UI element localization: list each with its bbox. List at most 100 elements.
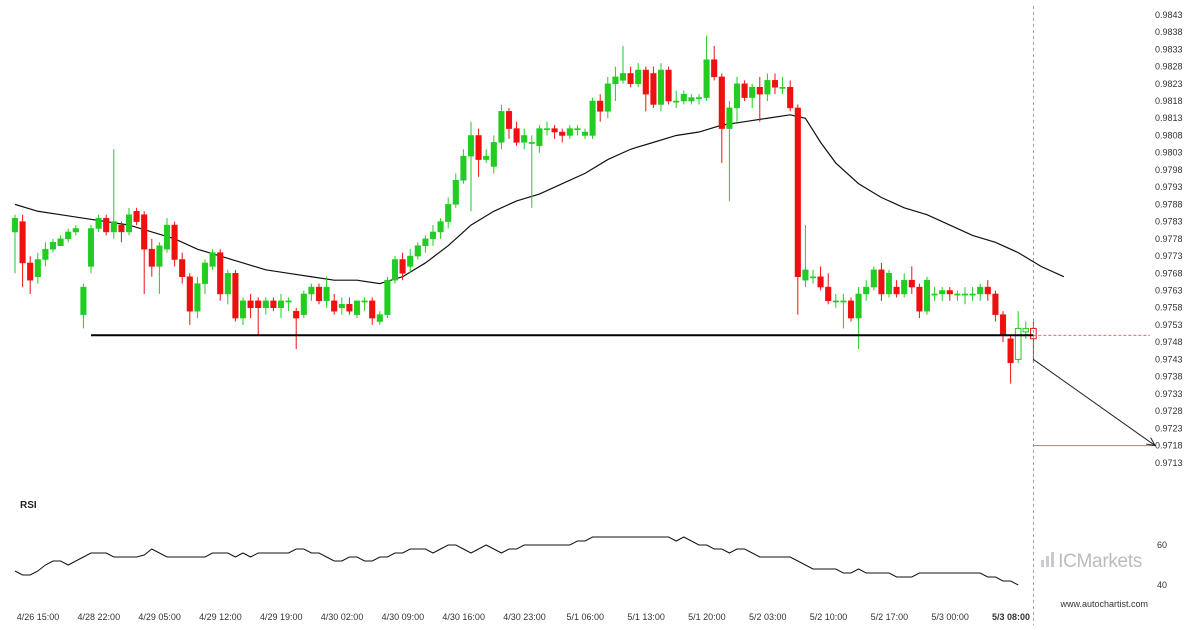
candle-up [657,69,665,105]
candle-up [969,293,976,296]
candle-up [262,300,269,308]
candle-up [87,228,95,267]
candle-up [543,128,551,131]
candle-up [673,100,680,103]
candle-up [429,231,437,240]
candle-down [711,59,718,78]
candle-up [939,290,946,295]
candle-up [239,300,247,319]
candle-up [749,86,756,98]
candle-up [65,231,72,240]
time-tick-label: 4/28 22:00 [78,612,121,622]
candle-down [817,276,824,288]
candle-up [589,100,596,136]
time-tick-label: 5/2 17:00 [871,612,909,622]
candle-down [878,269,885,295]
price-tick-label: 0.9818 [1155,96,1183,106]
candle-down [597,100,604,112]
candle-up [437,221,444,233]
candle-down [475,135,482,160]
price-tick-label: 0.9843 [1155,10,1183,20]
candle-down [148,248,155,267]
rsi-tick-label: 40 [1157,580,1167,590]
candle-down [999,314,1007,336]
candle-up [855,293,862,319]
candle-up [376,314,383,322]
candle-down [399,259,406,274]
candle-up [528,142,535,144]
candle-up [695,97,703,100]
source-credit: www.autochartist.com [1060,599,1148,609]
price-tick-label: 0.9758 [1155,303,1183,313]
rsi-tick-label: 60 [1157,540,1167,550]
candle-down [916,286,923,312]
candle-down [232,273,239,319]
candle-up [460,155,467,181]
candle-up [391,259,399,281]
candle-up [194,283,201,312]
candle-up [156,245,163,267]
time-tick-label: 5/2 03:00 [749,612,787,622]
price-tick-label: 0.9778 [1155,234,1183,244]
price-tick-label: 0.9788 [1155,199,1183,209]
candle-up [300,293,307,315]
price-axis: 0.9843 0.9838 0.9833 0.9828 0.9823 0.9818 0.98… [1155,10,1183,468]
candle-up [612,76,619,85]
candle-up [726,107,733,129]
price-tick-label: 0.9753 [1155,320,1183,330]
candle-up [361,300,368,303]
candle-down [627,73,634,85]
candle-down [217,252,224,295]
candle-up [923,279,931,312]
candle-up [483,155,490,160]
time-tick-label: 5/2 10:00 [810,612,848,622]
candle-up [407,255,414,267]
candle-up [452,180,459,205]
price-tick-label: 0.9838 [1155,27,1183,37]
price-tick-label: 0.9793 [1155,182,1183,192]
price-tick-label: 0.9783 [1155,217,1183,227]
candle-down [893,286,900,295]
forecast-arrow-head [1146,437,1156,447]
candle-up [901,279,908,295]
candle-up [688,97,695,102]
candle-up [353,300,361,315]
candle-down [642,69,649,95]
time-axis: 4/26 15:00 4/28 22:00 4/29 05:00 4/29 12:00… [17,612,1030,622]
price-tick-label: 0.9748 [1155,337,1183,347]
candlestick-series [11,35,1037,384]
candle-up [57,238,64,246]
candle-up [802,269,809,281]
price-tick-label: 0.9718 [1155,441,1183,451]
moving-average-line [14,114,1065,285]
candle-up [201,262,209,284]
price-tick-label: 0.9828 [1155,62,1183,72]
price-tick-label: 0.9813 [1155,113,1183,123]
candle-down [984,286,991,295]
candle-up [467,135,475,157]
rsi-title: RSI [20,500,37,511]
candle-down [741,83,748,98]
price-tick-label: 0.9743 [1155,354,1183,364]
price-tick-label: 0.9833 [1155,44,1183,54]
candle-up [498,111,505,143]
candle-down [505,111,513,129]
candle-up [224,273,231,295]
time-tick-label: 4/30 16:00 [442,612,485,622]
candle-up [277,300,285,308]
candle-down [756,86,763,95]
price-tick-label: 0.9733 [1155,389,1183,399]
price-tick-label: 0.9803 [1155,148,1183,158]
candle-up [323,286,330,302]
candle-down [559,131,566,136]
candle-down [794,107,801,277]
price-levels [91,6,1156,625]
candle-up [49,242,57,250]
candle-up [95,217,102,229]
candle-up [954,293,961,296]
price-tick-label: 0.9773 [1155,251,1183,261]
candle-down [331,300,338,312]
candle-up [931,293,938,296]
candle-up [80,286,87,315]
candle-down [346,304,353,312]
